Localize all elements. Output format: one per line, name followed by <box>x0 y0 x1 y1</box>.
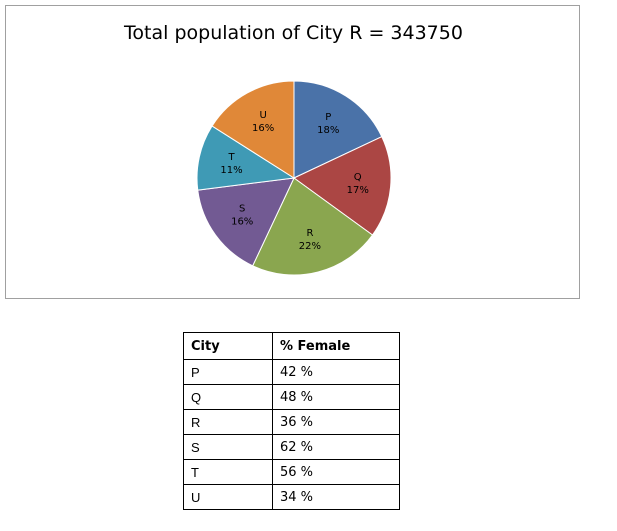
female-percent-cell: 62 % <box>272 434 400 460</box>
slice-value-label: 17% <box>347 185 369 196</box>
column-header-female: % Female <box>272 332 400 360</box>
slice-value-label: 18% <box>317 125 339 136</box>
slice-value-label: 16% <box>231 217 253 228</box>
slice-category-label: U <box>259 110 266 121</box>
city-cell: T <box>183 459 273 485</box>
female-percentage-table: City % Female P 42 % Q 48 % R 36 % S 62 … <box>183 332 400 510</box>
pie-slice-t <box>196 125 296 191</box>
city-cell: Q <box>183 384 273 410</box>
slice-value-label: 16% <box>252 123 274 134</box>
table-row: T 56 % <box>183 459 400 485</box>
chart-title: Total population of City R = 343750 <box>124 22 463 44</box>
slice-category-label: S <box>239 204 245 215</box>
table-row: R 36 % <box>183 409 400 435</box>
female-percent-cell: 34 % <box>272 484 400 510</box>
slice-category-label: P <box>325 112 331 123</box>
column-header-city: City <box>183 332 273 360</box>
pie-slice-q <box>293 136 392 236</box>
female-percent-cell: 48 % <box>272 384 400 410</box>
pie-chart-frame: Total population of City R = 343750 P 18%… <box>5 5 580 299</box>
table-row: Q 48 % <box>183 384 400 410</box>
female-percent-cell: 36 % <box>272 409 400 435</box>
city-cell: U <box>183 484 273 510</box>
pie-chart: P 18% Q 17% R 22% S 16% T 11% U 16% <box>196 80 392 276</box>
pie-slice-s <box>197 177 295 267</box>
slice-value-label: 11% <box>220 165 242 176</box>
female-percent-cell: 56 % <box>272 459 400 485</box>
slice-category-label: T <box>227 152 235 163</box>
slice-category-label: R <box>306 228 313 239</box>
city-cell: P <box>183 359 273 385</box>
table-row: P 42 % <box>183 359 400 385</box>
slice-value-label: 22% <box>299 241 321 252</box>
table-row: S 62 % <box>183 434 400 460</box>
table-header-row: City % Female <box>183 332 400 360</box>
female-percent-cell: 42 % <box>272 359 400 385</box>
city-cell: S <box>183 434 273 460</box>
pie-slice-u <box>211 80 295 179</box>
city-cell: R <box>183 409 273 435</box>
table-row: U 34 % <box>183 484 400 510</box>
pie-slice-p <box>293 80 383 179</box>
slice-category-label: Q <box>354 172 362 183</box>
